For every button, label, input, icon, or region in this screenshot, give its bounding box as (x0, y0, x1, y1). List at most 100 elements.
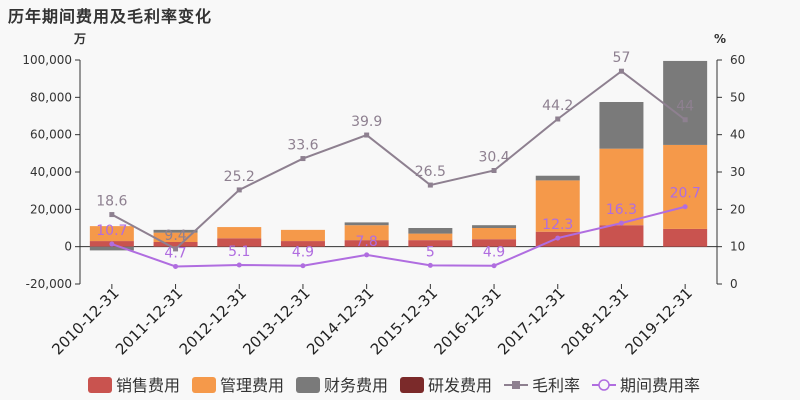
right-tick-label: 50 (730, 90, 745, 104)
data-label-毛利率: 9.4 (164, 228, 186, 244)
legend-label: 研发费用 (428, 376, 492, 395)
point-毛利率 (618, 68, 624, 74)
right-tick-label: 0 (730, 277, 738, 291)
x-tick-label: 2018-12-31 (558, 284, 632, 358)
x-tick-label: 2019-12-31 (622, 284, 696, 358)
point-毛利率 (682, 117, 688, 123)
bar-销售费用 (663, 228, 708, 247)
data-label-毛利率: 30.4 (478, 150, 509, 166)
bar-销售费用 (472, 239, 517, 247)
data-label-期间费用率: 4.7 (164, 245, 186, 261)
data-label-毛利率: 25.2 (224, 169, 255, 185)
bar-销售费用 (344, 240, 389, 247)
bar-管理费用 (535, 180, 580, 232)
point-期间费用率 (173, 263, 179, 269)
left-tick-label: 60,000 (30, 128, 72, 142)
point-期间费用率 (109, 241, 115, 247)
bar-销售费用 (153, 242, 198, 247)
data-label-期间费用率: 4.9 (483, 245, 505, 261)
legend-swatch (400, 377, 424, 393)
point-毛利率 (109, 212, 115, 218)
chart-title: 历年期间费用及毛利率变化 (8, 7, 213, 26)
bar-财务费用 (344, 222, 389, 226)
legend-label: 毛利率 (532, 376, 580, 395)
legend-swatch (296, 377, 320, 393)
left-axis-unit: 万 (73, 32, 86, 46)
right-tick-label: 10 (730, 240, 745, 254)
left-tick-label: 80,000 (30, 90, 72, 104)
x-tick-label: 2016-12-31 (430, 284, 504, 358)
data-label-期间费用率: 5 (426, 244, 435, 260)
left-tick-label: -20,000 (26, 277, 72, 291)
point-期间费用率 (300, 263, 306, 269)
point-期间费用率 (236, 262, 242, 268)
line-期间费用率 (111, 205, 686, 268)
data-label-期间费用率: 4.9 (292, 245, 314, 261)
data-label-毛利率: 57 (613, 50, 631, 66)
bar-管理费用 (663, 144, 708, 229)
bar-财务费用 (153, 229, 198, 233)
left-tick-label: 0 (64, 240, 72, 254)
right-tick-label: 40 (730, 128, 745, 142)
legend-item-财务费用: 财务费用 (296, 376, 388, 395)
data-label-期间费用率: 5.1 (228, 244, 250, 260)
x-tick-label: 2012-12-31 (176, 284, 250, 358)
left-tick-label: 20,000 (30, 202, 72, 216)
point-期间费用率 (491, 263, 497, 269)
bar-财务费用 (663, 60, 708, 145)
bar-管理费用 (472, 228, 517, 240)
point-期间费用率 (682, 204, 688, 210)
legend-swatch (192, 377, 216, 393)
point-期间费用率 (364, 252, 370, 258)
legend-label: 财务费用 (324, 376, 388, 395)
bar-管理费用 (89, 226, 134, 242)
point-毛利率 (236, 187, 242, 193)
right-tick-label: 60 (730, 53, 745, 67)
bar-财务费用 (89, 246, 134, 251)
bar-销售费用 (280, 241, 325, 247)
legend-item-管理费用: 管理费用 (192, 376, 284, 395)
x-tick-label: 2015-12-31 (367, 284, 441, 358)
right-tick-label: 30 (730, 165, 745, 179)
legend-label: 期间费用率 (620, 376, 700, 395)
data-label-毛利率: 18.6 (96, 194, 127, 210)
bar-销售费用 (599, 225, 644, 247)
bar-管理费用 (344, 225, 389, 241)
legend-swatch (88, 377, 112, 393)
bar-管理费用 (280, 229, 325, 242)
legend-label: 销售费用 (116, 376, 180, 395)
data-label-毛利率: 39.9 (351, 114, 382, 130)
bar-财务费用 (535, 175, 580, 181)
data-label-期间费用率: 20.7 (670, 186, 701, 202)
bar-财务费用 (408, 228, 453, 234)
bar-管理费用 (217, 227, 262, 239)
point-毛利率 (555, 116, 561, 122)
legend-marker (598, 379, 610, 391)
data-label-毛利率: 44.2 (542, 98, 573, 114)
x-tick-label: 2014-12-31 (303, 284, 377, 358)
data-label-期间费用率: 10.7 (96, 223, 127, 239)
data-label-期间费用率: 7.8 (356, 234, 378, 250)
legend-item-毛利率: 毛利率 (504, 376, 580, 395)
x-tick-label: 2013-12-31 (239, 284, 313, 358)
legend-label: 管理费用 (220, 376, 284, 395)
bar-销售费用 (408, 240, 453, 247)
bar-财务费用 (599, 102, 644, 149)
data-label-毛利率: 33.6 (287, 138, 318, 154)
point-期间费用率 (618, 220, 624, 226)
point-期间费用率 (427, 262, 433, 268)
legend-marker (512, 381, 520, 389)
x-tick-label: 2017-12-31 (494, 284, 568, 358)
point-毛利率 (300, 156, 306, 162)
left-tick-label: 100,000 (22, 53, 72, 67)
data-label-期间费用率: 16.3 (606, 202, 637, 218)
bar-销售费用 (217, 238, 262, 247)
left-tick-label: 40,000 (30, 165, 72, 179)
point-毛利率 (364, 132, 370, 138)
line-毛利率 (111, 69, 686, 251)
bar-管理费用 (153, 232, 198, 242)
legend-item-销售费用: 销售费用 (88, 376, 180, 395)
right-axis-unit: % (714, 32, 726, 46)
point-毛利率 (173, 246, 179, 252)
